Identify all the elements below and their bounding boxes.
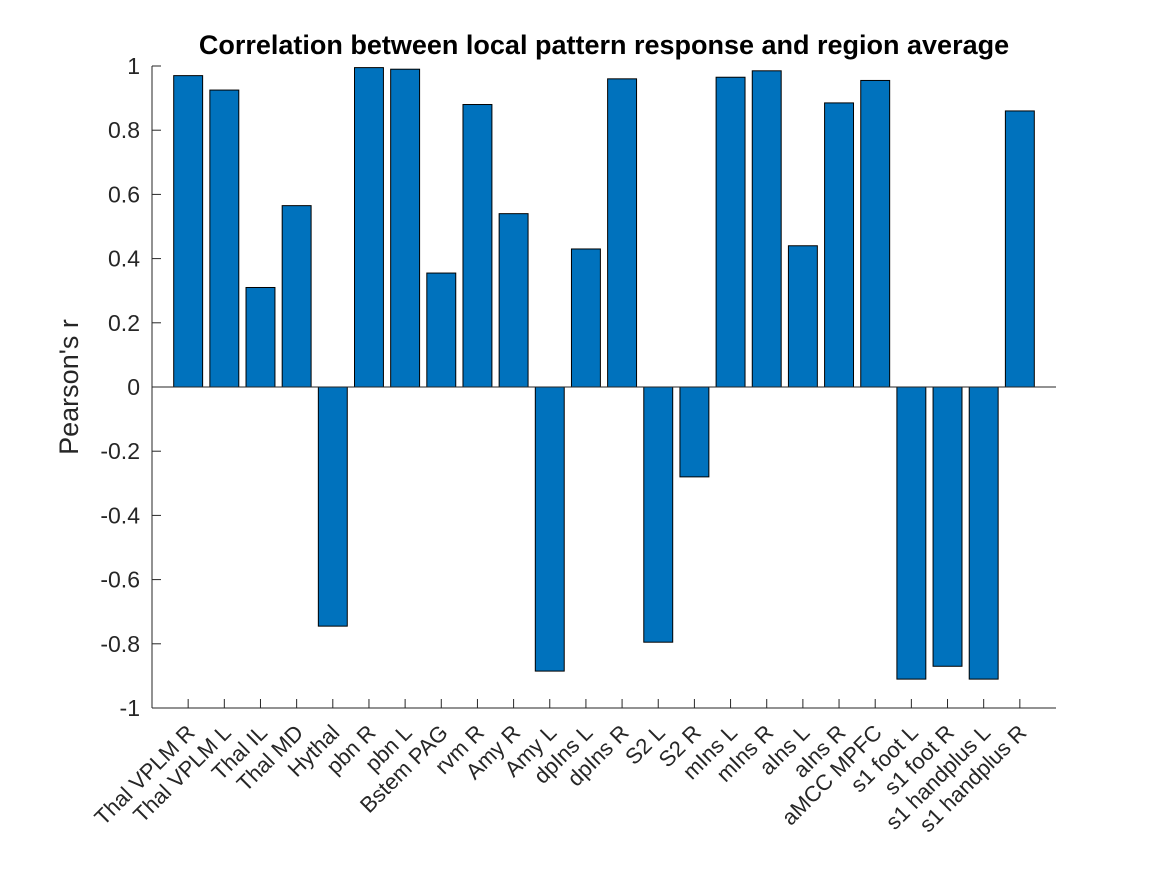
y-tick-label: 0.6 (108, 181, 140, 207)
bar-20 (896, 386, 927, 680)
bar-13 (643, 386, 674, 643)
y-tick-label: 0.2 (108, 310, 140, 336)
y-tick-label: -0.4 (100, 502, 140, 528)
bar-21 (932, 386, 963, 667)
y-tick-label: 1 (127, 53, 140, 79)
bars-layer (173, 67, 1035, 680)
y-tick-label: -1 (120, 695, 140, 721)
bar-2 (245, 286, 276, 388)
bar-1 (209, 89, 240, 388)
bar-15 (715, 76, 746, 388)
y-tick-label: -0.8 (100, 631, 140, 657)
bar-6 (390, 68, 421, 388)
bar-16 (751, 70, 782, 388)
chart-title: Correlation between local pattern respon… (199, 30, 1009, 60)
bar-3 (281, 205, 312, 388)
bar-10 (534, 386, 565, 672)
bar-4 (317, 386, 348, 627)
y-tick-label: 0.8 (108, 117, 140, 143)
y-tick-label: -0.2 (100, 438, 140, 464)
y-axis-label: Pearson's r (54, 319, 84, 455)
bar-17 (787, 245, 818, 388)
bar-11 (570, 248, 601, 388)
bar-0 (173, 75, 204, 388)
y-tick-label: 0 (127, 374, 140, 400)
bar-23 (1004, 110, 1035, 388)
bar-8 (462, 104, 493, 388)
bar-5 (354, 67, 384, 388)
bar-9 (498, 213, 529, 388)
bar-14 (679, 386, 710, 478)
bar-22 (968, 386, 999, 680)
y-tick-label: -0.6 (100, 567, 140, 593)
y-tick-label: 0.4 (108, 246, 140, 272)
bar-19 (860, 79, 891, 388)
y-ticks-layer: -1 -0.8 -0.6 -0.4 -0.2 0 0.2 0.4 0.6 0.8 1 (100, 53, 161, 721)
bar-18 (824, 102, 855, 388)
bar-7 (426, 272, 457, 388)
bar-12 (607, 78, 638, 388)
